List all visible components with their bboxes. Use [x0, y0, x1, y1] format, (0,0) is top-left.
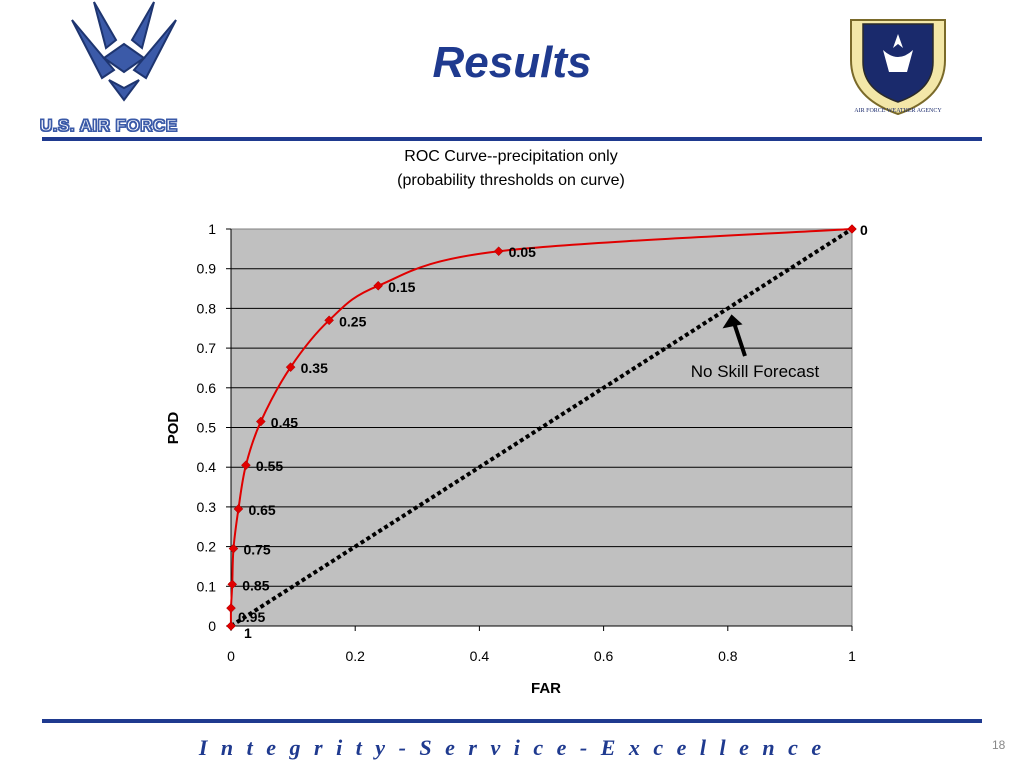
no-skill-line	[229, 227, 854, 628]
roc-point-label: 0.55	[256, 458, 283, 474]
roc-point-marker	[241, 460, 251, 471]
roc-point-marker	[373, 280, 384, 291]
y-tick-label: 0.8	[197, 300, 217, 316]
air-force-wings-logo	[71, 1, 177, 102]
annotation-arrow-shaft	[732, 323, 747, 357]
roc-point-label: 0.05	[509, 244, 536, 260]
x-tick-label: 0.8	[718, 648, 738, 664]
y-tick-label: 0.1	[197, 578, 217, 594]
roc-point-label: 0.15	[388, 279, 415, 295]
roc-point-marker	[228, 543, 239, 554]
roc-point-marker	[233, 504, 244, 514]
roc-point-marker	[226, 603, 236, 613]
roc-point-marker	[847, 224, 857, 234]
x-axis-label: FAR	[531, 680, 561, 697]
x-tick-label: 0.4	[470, 648, 490, 664]
y-tick-label: 0.4	[197, 459, 217, 475]
roc-point-marker	[226, 621, 236, 631]
y-tick-label: 0.2	[197, 539, 217, 555]
y-tick-label: 1	[208, 221, 216, 237]
roc-point-label: 0.85	[242, 577, 269, 593]
y-axis-label: POD	[165, 412, 182, 445]
roc-point-label: 0	[860, 222, 868, 238]
slide-title: Results	[432, 38, 592, 87]
roc-point-label: 1	[244, 625, 252, 641]
y-tick-label: 0.7	[197, 340, 217, 356]
roc-point-marker	[324, 315, 334, 326]
roc-point-marker	[227, 579, 238, 590]
roc-point-label: 0.95	[238, 609, 265, 625]
x-tick-label: 1	[848, 648, 856, 664]
y-tick-label: 0	[208, 618, 216, 634]
roc-point-label: 0.35	[301, 360, 328, 376]
roc-point-label: 0.45	[271, 415, 298, 431]
roc-point-label: 0.25	[339, 313, 366, 329]
y-tick-label: 0.6	[197, 380, 217, 396]
page-number: 18	[992, 738, 1006, 752]
roc-point-marker	[255, 416, 266, 427]
y-tick-label: 0.9	[197, 261, 217, 277]
y-tick-label: 0.3	[197, 499, 217, 515]
annotation-label: No Skill Forecast	[691, 362, 820, 381]
bottom-divider	[42, 719, 982, 723]
motto: I n t e g r i t y - S e r v i c e - E x …	[198, 735, 826, 760]
chart-subtitle: (probability thresholds on curve)	[397, 172, 625, 189]
annotation-arrow-head	[722, 314, 743, 329]
x-tick-label: 0.2	[345, 648, 365, 664]
top-divider	[42, 137, 982, 141]
brand-wordmark: U.S. AIR FORCE	[39, 115, 178, 135]
roc-point-marker	[493, 246, 504, 257]
chart-title: ROC Curve--precipitation only	[404, 148, 617, 165]
weather-agency-seal: AIR FORCE WEATHER AGENCY	[850, 19, 946, 116]
roc-point-label: 0.75	[243, 542, 270, 558]
y-tick-label: 0.5	[197, 420, 217, 436]
x-tick-label: 0	[227, 648, 235, 664]
seal-lettering: AIR FORCE WEATHER AGENCY	[854, 108, 942, 114]
x-tick-label: 0.6	[594, 648, 614, 664]
roc-point-label: 0.65	[248, 502, 275, 518]
roc-point-marker	[285, 362, 296, 373]
